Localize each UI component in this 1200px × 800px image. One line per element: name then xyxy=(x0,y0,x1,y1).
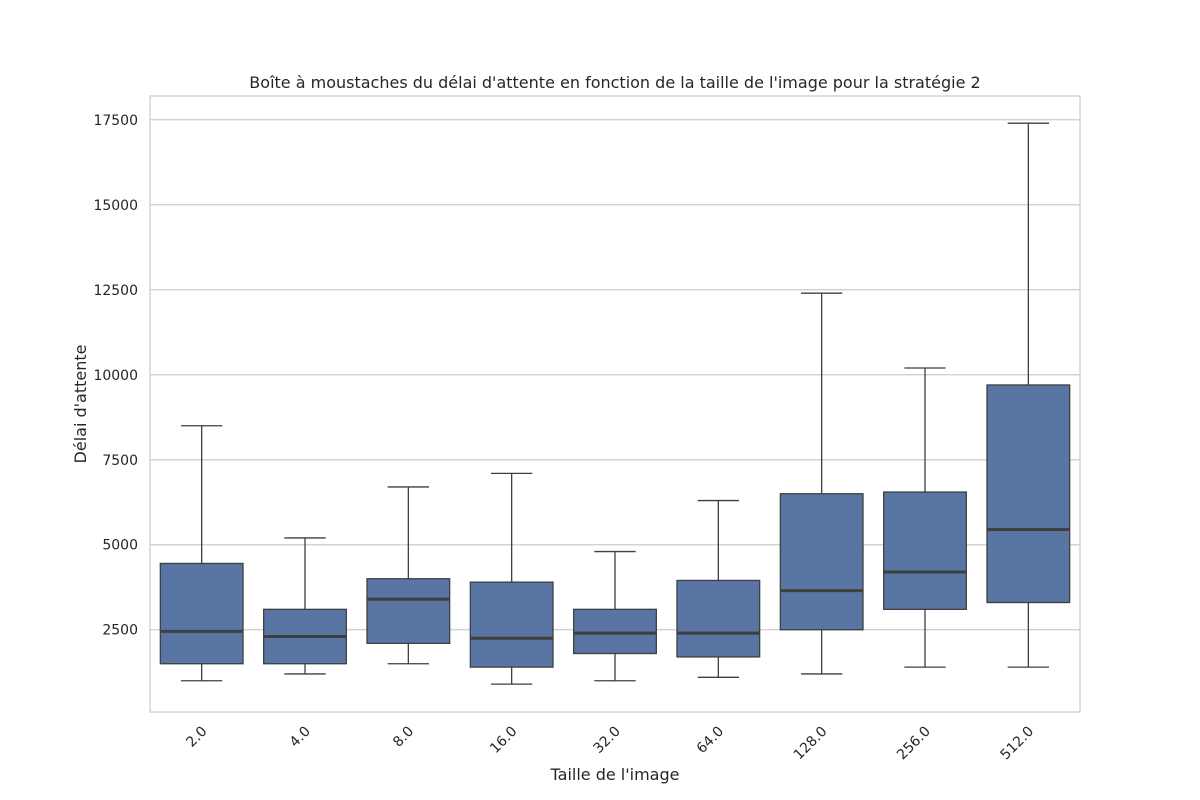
box-128.0 xyxy=(779,292,864,675)
iqr-box xyxy=(883,491,967,610)
x-tick-label: 512.0 xyxy=(997,724,1037,764)
iqr-box xyxy=(986,384,1071,604)
box-256.0 xyxy=(883,367,967,668)
x-tick-label: 8.0 xyxy=(390,724,417,751)
y-tick-label: 10000 xyxy=(93,368,138,384)
y-tick-labels: 2500 5000 7500 10000 12500 15000 17500 xyxy=(93,113,138,639)
y-tick-label: 2500 xyxy=(102,623,138,639)
x-tick-label: 128.0 xyxy=(791,724,831,764)
y-axis-label: Délai d'attente xyxy=(71,345,90,464)
y-tick-label: 12500 xyxy=(93,283,138,299)
box-8.0 xyxy=(366,486,451,665)
x-tick-label: 2.0 xyxy=(183,724,210,751)
iqr-box xyxy=(366,578,451,644)
box-64.0 xyxy=(676,499,761,678)
x-tick-labels: 2.0 4.0 8.0 16.0 32.0 64.0 128.0 256.0 512.0 xyxy=(183,724,1037,764)
box-4.0 xyxy=(263,537,347,675)
iqr-box xyxy=(573,608,657,655)
box-16.0 xyxy=(469,472,554,685)
box-512.0 xyxy=(986,122,1071,668)
y-tick-label: 17500 xyxy=(93,113,138,129)
box-2.0 xyxy=(159,425,244,682)
iqr-box xyxy=(779,493,864,631)
y-tick-label: 15000 xyxy=(93,198,138,214)
iqr-box xyxy=(159,562,244,665)
x-axis-label: Taille de l'image xyxy=(550,765,680,784)
plot-frame xyxy=(149,95,1081,713)
x-tick-label: 4.0 xyxy=(287,724,314,751)
x-tick-label: 64.0 xyxy=(694,724,727,757)
x-tick-label: 32.0 xyxy=(590,724,623,757)
y-tick-label: 5000 xyxy=(102,538,138,554)
box-32.0 xyxy=(573,550,657,682)
iqr-box xyxy=(676,579,761,658)
iqr-box xyxy=(469,581,554,668)
box-layer xyxy=(159,122,1071,685)
chart-title: Boîte à moustaches du délai d'attente en… xyxy=(249,73,980,92)
x-tick-label: 256.0 xyxy=(894,724,934,764)
y-tick-label: 7500 xyxy=(102,453,138,469)
x-tick-label: 16.0 xyxy=(487,724,520,757)
